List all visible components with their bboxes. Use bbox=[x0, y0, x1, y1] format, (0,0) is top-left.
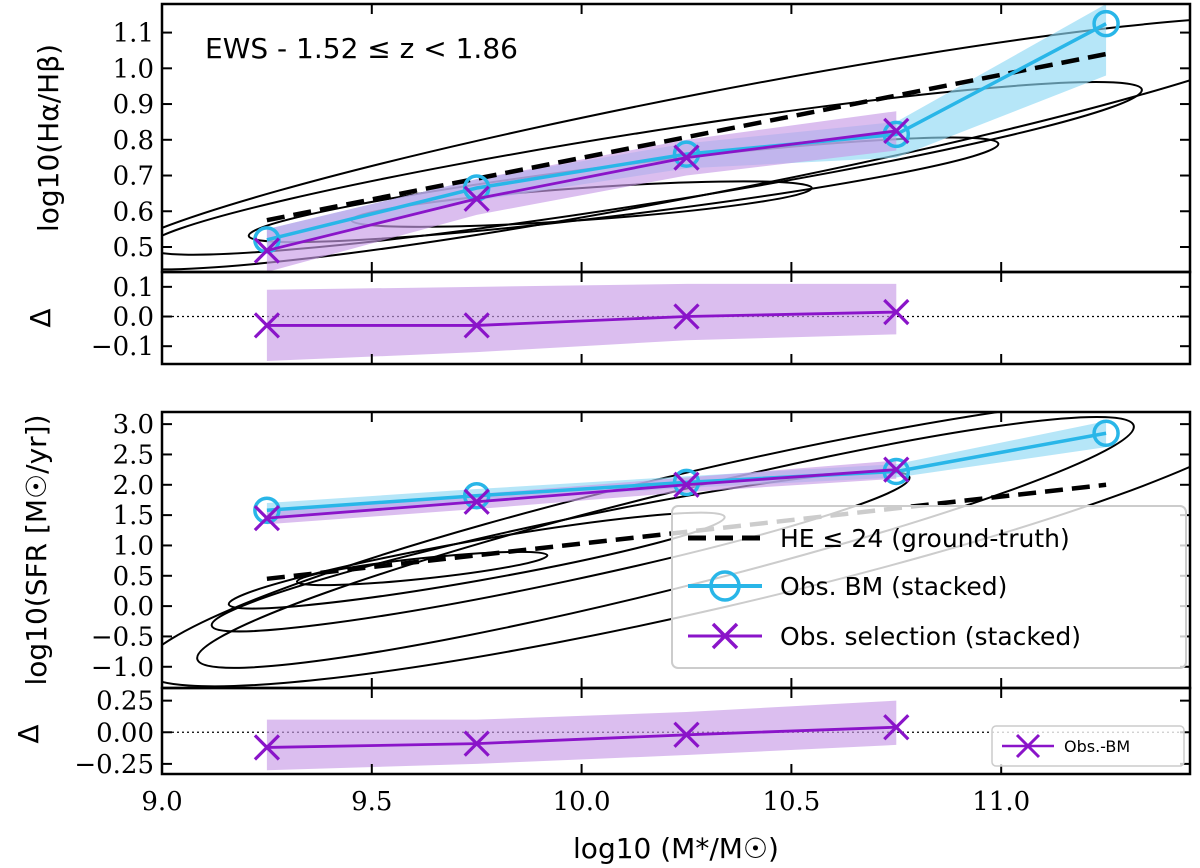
ytick-label: −1.0 bbox=[91, 653, 154, 683]
density-contour-3 bbox=[162, 81, 1143, 256]
ytick-label: 0.1 bbox=[113, 273, 154, 303]
panel-balmer-decrement: 0.5 0.6 0.7 0.8 0.9 1.0 1.1 bbox=[113, 2, 1192, 274]
uncertainty-band-selection bbox=[266, 700, 897, 771]
ytick-label: 0.0 bbox=[113, 303, 154, 333]
density-contour-1 bbox=[295, 550, 549, 587]
series-line-bm bbox=[266, 431, 1107, 513]
series-line-selection bbox=[266, 129, 897, 252]
marker-selection-9.75 bbox=[463, 312, 490, 339]
ytick-label: 0.7 bbox=[113, 162, 154, 192]
plot-area-p1r bbox=[162, 283, 1190, 362]
legend-bm-marker bbox=[709, 570, 741, 602]
marker-bm-10.25 bbox=[672, 140, 701, 168]
ytick-label: 0.8 bbox=[113, 126, 154, 156]
marker-selection-9.25 bbox=[253, 505, 281, 532]
marker-selection-9.25 bbox=[253, 734, 281, 761]
xtick-label: 11.0 bbox=[972, 787, 1030, 817]
ytick-label: 0.25 bbox=[96, 687, 154, 717]
legend-ground-truth-label: HE ≤ 24 (ground-truth) bbox=[780, 524, 1070, 553]
marker-selection-9.75 bbox=[463, 730, 490, 757]
ytick-label: 0.6 bbox=[113, 197, 154, 227]
panel-sfr: −1.0−0.50.00.51.01.52.02.53.0 bbox=[91, 410, 1192, 690]
uncertainty-band-selection bbox=[266, 111, 897, 272]
marker-selection-10.75 bbox=[883, 714, 910, 741]
legend: HE ≤ 24 (ground-truth) Obs. BM (stacked)… bbox=[671, 505, 1187, 669]
svg-text:log10(Hα/Hβ): log10(Hα/Hβ) bbox=[32, 44, 65, 232]
ytick-label: 0.5 bbox=[113, 233, 154, 263]
marker-selection-10.75 bbox=[883, 298, 910, 326]
svg-text:Δ: Δ bbox=[12, 724, 45, 743]
density-contour-4 bbox=[162, 16, 1190, 271]
marker-selection-9.75 bbox=[463, 185, 490, 212]
series-line-selection bbox=[266, 468, 897, 520]
marker-bm-10.75 bbox=[882, 120, 911, 149]
ytick-label: −0.5 bbox=[91, 622, 154, 652]
marker-selection-10.25 bbox=[673, 144, 700, 171]
ytick-label: −0.1 bbox=[91, 332, 154, 362]
ytick-label: 2.5 bbox=[113, 440, 154, 470]
marker-selection-9.75 bbox=[463, 488, 490, 515]
axes-frame-p1r bbox=[160, 270, 1192, 366]
ground-truth-line bbox=[266, 51, 1107, 223]
svg-text:log10(SFR [M☉/yr]): log10(SFR [M☉/yr]) bbox=[20, 414, 53, 685]
ytick-label: 1.5 bbox=[113, 501, 154, 531]
ylabel-balmer: log10(Hα/Hβ) bbox=[32, 44, 65, 232]
marker-bm-11.25 bbox=[1092, 419, 1120, 447]
marker-selection-10.25 bbox=[673, 471, 700, 498]
legend-selection-marker bbox=[711, 622, 739, 650]
ytick-label: 1.1 bbox=[113, 19, 154, 49]
ytick-label: 0.0 bbox=[113, 592, 154, 622]
legend-selection-label: Obs. selection (stacked) bbox=[780, 622, 1081, 651]
ylabel-sfr-residual: Δ bbox=[12, 724, 45, 743]
marker-selection-10.25 bbox=[673, 303, 700, 330]
series-line-bm bbox=[266, 22, 1107, 242]
marker-selection-10.75 bbox=[883, 456, 910, 483]
panel-balmer-residual: −0.10.00.1 bbox=[91, 270, 1192, 366]
marker-bm-9.25 bbox=[253, 496, 281, 525]
inset-legend-marker bbox=[1015, 733, 1041, 759]
ytick-label: 3.0 bbox=[113, 410, 154, 440]
ylabel-balmer-residual: Δ bbox=[24, 308, 57, 327]
marker-bm-11.25 bbox=[1092, 9, 1120, 38]
ytick-label: 1.0 bbox=[113, 54, 154, 84]
xtick-label: 9.0 bbox=[141, 787, 182, 817]
ytick-label: −0.25 bbox=[74, 750, 154, 780]
xtick-label: 10.5 bbox=[762, 787, 820, 817]
inset-legend-label: Obs.-BM bbox=[1064, 737, 1130, 756]
ytick-label: 0.5 bbox=[113, 562, 154, 592]
inset-legend: Obs.-BM bbox=[991, 725, 1185, 767]
series-line-selection bbox=[266, 310, 897, 327]
marker-selection-9.25 bbox=[253, 312, 281, 339]
series-line-selection bbox=[266, 725, 897, 749]
redshift-annotation: EWS - 1.52 ≤ z < 1.86 bbox=[205, 32, 518, 65]
marker-bm-10.25 bbox=[672, 468, 701, 497]
ytick-label: 2.0 bbox=[113, 471, 154, 501]
legend-bm-label: Obs. BM (stacked) bbox=[780, 572, 1007, 601]
axes-frame-p2r bbox=[160, 686, 1192, 776]
marker-bm-9.75 bbox=[462, 481, 491, 510]
marker-selection-10.25 bbox=[673, 721, 700, 748]
ytick-label: 0.9 bbox=[113, 90, 154, 120]
ytick-label: 1.0 bbox=[113, 531, 154, 561]
xlabel: log10 (M*/M☉) bbox=[573, 832, 779, 865]
marker-selection-9.25 bbox=[253, 237, 281, 264]
xtick-label: 9.5 bbox=[351, 787, 392, 817]
xtick-label: 10.0 bbox=[553, 787, 611, 817]
uncertainty-band-selection bbox=[266, 283, 897, 362]
ytick-label: 0.00 bbox=[96, 718, 154, 748]
ylabel-sfr: log10(SFR [M☉/yr]) bbox=[20, 414, 53, 685]
marker-selection-10.75 bbox=[883, 117, 910, 144]
svg-text:Δ: Δ bbox=[24, 308, 57, 327]
